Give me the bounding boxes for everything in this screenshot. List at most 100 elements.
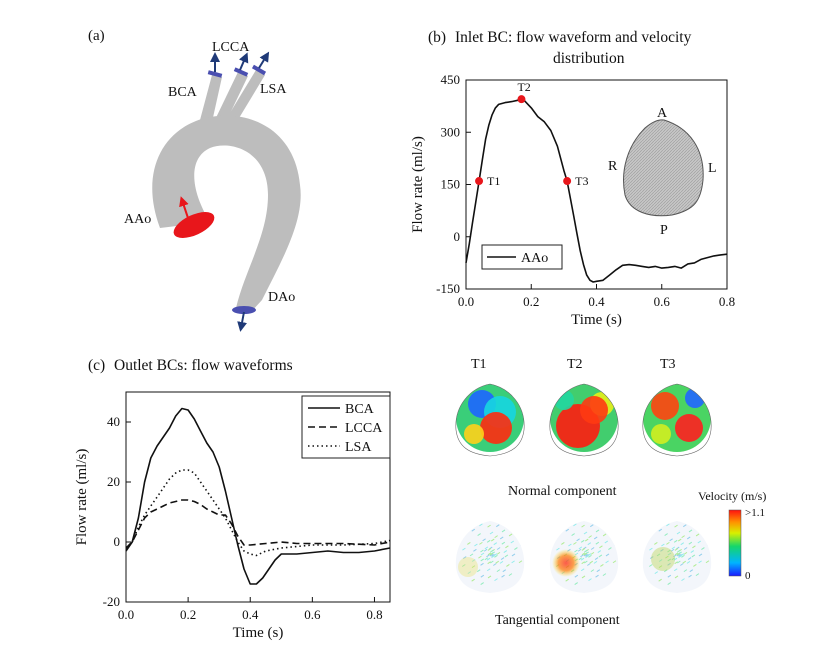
tangential-vector (584, 560, 588, 564)
tangential-map-t2 (549, 521, 619, 593)
tangential-vector (674, 524, 678, 528)
tangential-vector (590, 547, 595, 550)
tangential-vector (658, 559, 663, 562)
velocity-region (643, 384, 711, 452)
panel-b-title-line1: Inlet BC: flow waveform and velocity (455, 29, 692, 46)
tangential-hotspot (651, 547, 675, 571)
tangential-component-maps (455, 521, 712, 593)
tangential-vector (583, 552, 588, 556)
tangential-vector (682, 560, 687, 564)
tangential-vector (573, 523, 577, 527)
tangential-vector (486, 554, 490, 558)
tangential-vector (595, 541, 600, 545)
normal-map-t2 (549, 383, 619, 457)
tangential-vector (667, 574, 672, 578)
tangential-vector (698, 560, 702, 564)
lsa-outlet-arrow (258, 51, 270, 69)
tangential-vector (489, 552, 494, 556)
tangential-vector (496, 551, 501, 555)
tangential-vector (667, 552, 672, 556)
tangential-vector (484, 557, 489, 561)
x-tick-label: 0.2 (180, 607, 196, 622)
lsa-branch (222, 70, 265, 128)
tangential-vector (477, 533, 481, 537)
velocity-region (480, 412, 512, 444)
tangential-vector (480, 549, 484, 553)
panel-c-title: Outlet BCs: flow waveforms (114, 357, 293, 374)
tangential-vector (677, 549, 681, 553)
tangential-vector (614, 542, 618, 546)
tangential-vector (602, 573, 607, 577)
tangential-vector (484, 546, 489, 550)
tangential-vector (705, 560, 710, 564)
y-tick-label: -20 (103, 594, 120, 609)
lcca-outlet-arrow (239, 52, 249, 71)
panel-c-label: (c) (88, 357, 105, 374)
tangential-vector (471, 528, 476, 532)
tangential-vector (565, 528, 570, 532)
tangential-vector (471, 578, 475, 582)
aortic-arch (152, 115, 301, 312)
tangential-vector (667, 558, 672, 562)
lsa-label: LSA (260, 82, 287, 97)
tangential-vector (574, 549, 578, 553)
tangential-vector (556, 547, 560, 551)
tangential-vector (676, 553, 681, 557)
tangential-vector (494, 554, 498, 558)
tangential-vector (577, 548, 582, 552)
tangential-vector (510, 540, 515, 544)
tangential-vector (501, 529, 506, 533)
tangential-vector (479, 541, 483, 545)
tangential-vector (471, 565, 476, 569)
time-label-t1: T1 (471, 357, 487, 372)
tangential-vector (480, 552, 485, 556)
tangential-vector (495, 560, 500, 564)
outlet-flow-chart: 0.0 0.2 0.4 0.6 0.8 -20 0 20 40 Time (s) Flow rate… (74, 391, 391, 641)
y-tick-label: 0 (454, 229, 461, 244)
tangential-vector (568, 543, 572, 547)
x-tick-label: 0.8 (719, 294, 735, 309)
x-tick-label: 0.4 (588, 294, 605, 309)
aao-inlet (173, 212, 215, 238)
inlet-flow-chart: 0.0 0.2 0.4 0.6 0.8 -150 0 150 300 450 Time (s) Flo… (410, 72, 735, 328)
tangential-vector (581, 524, 585, 528)
plot-frame (125, 391, 391, 603)
tangential-vector (587, 542, 592, 546)
tangential-vector (596, 569, 601, 573)
tangential-vector (494, 578, 498, 582)
lcca-branch (213, 72, 248, 126)
velocity-region (651, 424, 671, 444)
map-outline (642, 383, 712, 457)
bca-branch (200, 75, 222, 122)
tangential-vector (486, 557, 491, 561)
tangential-vector (695, 573, 700, 577)
tangential-vector (486, 568, 491, 572)
tangential-vector (583, 553, 588, 557)
y-tick-label: 300 (441, 124, 461, 139)
tangential-vector (589, 524, 594, 528)
tangential-vector (487, 552, 492, 556)
tangential-vector (574, 582, 578, 585)
tangential-vector (483, 548, 488, 552)
tangential-vector (478, 555, 482, 559)
tangential-vector (674, 561, 678, 565)
tangential-vector (571, 533, 575, 537)
y-tick-label: 20 (107, 474, 120, 489)
tangential-vector (598, 554, 603, 558)
section-label-a: A (657, 106, 668, 121)
tangential-vector (473, 548, 477, 552)
x-axis-title: Time (s) (233, 625, 284, 641)
tangential-vector (695, 533, 700, 537)
colorbar-min-label: 0 (745, 570, 751, 582)
tangential-vector (480, 582, 484, 585)
inlet-arrow (179, 196, 189, 219)
tangential-hotspot (458, 557, 478, 577)
tangential-vector (698, 553, 703, 557)
tangential-vector (474, 543, 478, 547)
tangential-vector (663, 569, 668, 573)
tangential-vector (479, 523, 483, 527)
x-tick-label: 0.6 (654, 294, 671, 309)
panel-a: (a) LCCA BCA LSA AAo DAo (88, 28, 301, 332)
tangential-vector (490, 560, 494, 564)
time-label-t3: T3 (660, 357, 676, 372)
